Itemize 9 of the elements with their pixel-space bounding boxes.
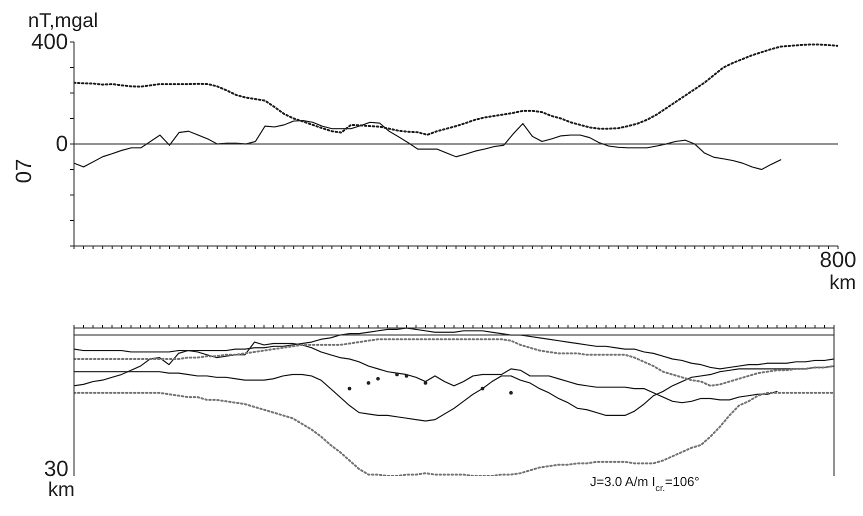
x-axis-title: km [829, 272, 856, 294]
text: 07 [11, 158, 38, 184]
text: km [48, 479, 75, 501]
annotation: J=3.0 A/m I$_{cr.}$=106° [590, 474, 700, 493]
y-tick-label: 0 [56, 131, 68, 156]
text: 30 [44, 456, 68, 481]
y-axis-title: nT,mgal [28, 10, 98, 32]
y-tick-label: 400 [31, 29, 68, 54]
x-tick-label: 800 [820, 247, 856, 272]
